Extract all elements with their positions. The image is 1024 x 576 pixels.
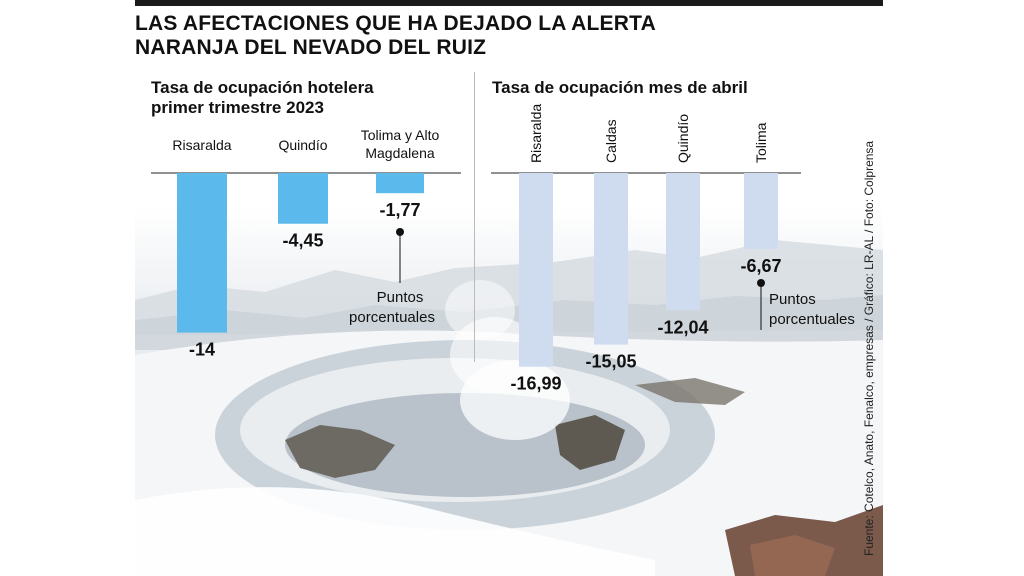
chart-1-category-label-0: Risaralda — [172, 137, 231, 153]
chart-2-bar-3 — [744, 173, 778, 250]
source-credit: Fuente: Cotelco, Anato, Fenalco, empresa… — [862, 140, 876, 556]
chart-1-category-label-1: Quindío — [278, 137, 327, 153]
chart-1-unit-label-line-2: porcentuales — [349, 309, 435, 326]
chart-2-unit-label-line-2: porcentuales — [769, 311, 855, 328]
chart-2-bar-2 — [666, 173, 700, 311]
top-rule — [135, 0, 883, 6]
chart-2-title-line-1: Tasa de ocupación mes de abril — [492, 78, 748, 97]
chart-2-unit-label-line-1: Puntos — [769, 291, 816, 308]
bar-charts: Risaralda -14 Quindío -4,45 Tolima y Alto Mag… — [151, 104, 855, 394]
volcano-photo-background — [135, 240, 883, 576]
chart-1-category-label-2: Magdalena — [365, 145, 434, 161]
chart-1-value-label-1: -4,45 — [282, 231, 323, 251]
chart-1-title-line-2: primer trimestre 2023 — [151, 98, 324, 117]
chart-1-category-label-2: Tolima y Alto — [361, 127, 440, 143]
headline-line-2: NARANJA DEL NEVADO DEL RUIZ — [135, 36, 487, 59]
chart-2-category-label-3: Tolima — [753, 122, 769, 163]
chart-1-bar-1 — [278, 173, 328, 224]
headline: LAS AFECTACIONES QUE HA DEJADO LA ALERTA… — [135, 12, 875, 60]
infographic: LAS AFECTACIONES QUE HA DEJADO LA ALERTA… — [135, 0, 883, 576]
chart-2-category-label-1: Caldas — [603, 119, 619, 163]
chart-2-value-label-3: -6,67 — [740, 256, 781, 276]
chart-2-value-label-0: -16,99 — [510, 374, 561, 394]
chart-2-value-label-2: -12,04 — [657, 317, 708, 337]
chart-1-title: Tasa de ocupación hotelera primer trimes… — [151, 78, 451, 118]
chart-1-bar-2 — [376, 173, 424, 194]
chart-1-unit-label-line-1: Puntos — [377, 289, 424, 306]
chart-1-value-label-2: -1,77 — [379, 200, 420, 220]
chart-2-bar-1 — [594, 173, 628, 345]
chart-1-bar-0 — [177, 173, 227, 333]
headline-line-1: LAS AFECTACIONES QUE HA DEJADO LA ALERTA — [135, 12, 656, 35]
chart-2-value-label-1: -15,05 — [585, 352, 636, 372]
chart-divider — [474, 72, 475, 362]
chart-2-title: Tasa de ocupación mes de abril — [492, 78, 822, 98]
chart-2-category-label-0: Risaralda — [528, 104, 544, 163]
chart-2-category-label-2: Quindío — [675, 114, 691, 163]
chart-2-bar-0 — [519, 173, 553, 367]
chart-1-value-label-0: -14 — [189, 340, 215, 360]
chart-1-title-line-1: Tasa de ocupación hotelera — [151, 78, 374, 97]
